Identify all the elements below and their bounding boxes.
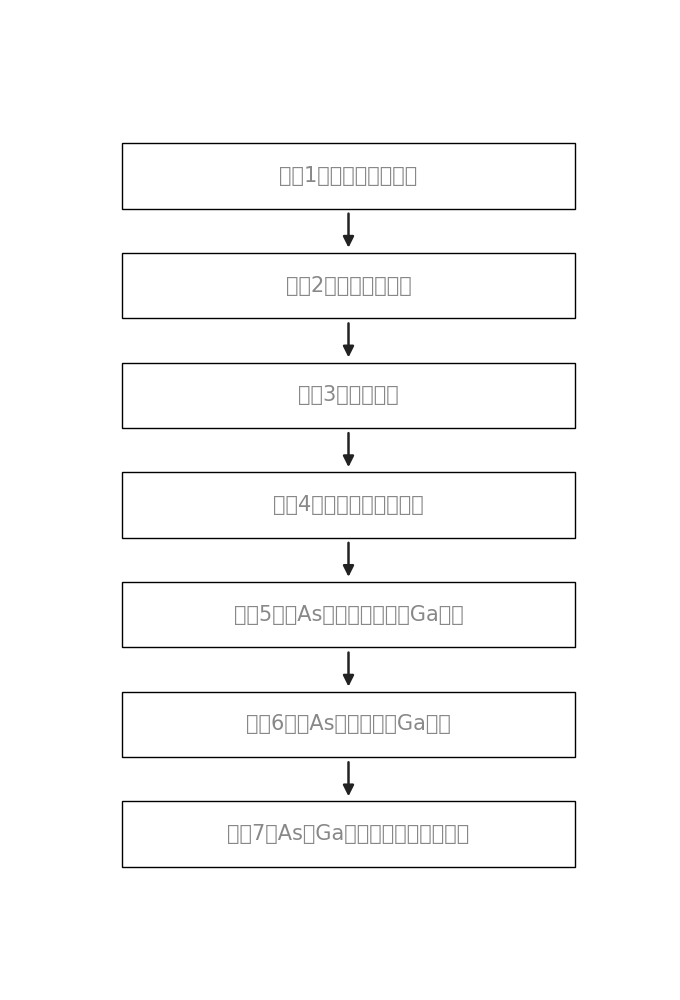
Bar [122,472,575,538]
Bar [122,582,575,647]
Bar [122,801,575,867]
Bar [122,692,575,757]
Bar [122,253,575,318]
Text: 步骤4：自催化生长纳米线: 步骤4：自催化生长纳米线 [273,495,424,515]
Text: 步骤6：低As环境中沉积Ga液滴: 步骤6：低As环境中沉积Ga液滴 [246,714,451,734]
Text: 步骤7：As与Ga液滴晶化形成量子结构: 步骤7：As与Ga液滴晶化形成量子结构 [227,824,470,844]
Bar [122,363,575,428]
Text: 步骤1：取一半导体衬底: 步骤1：取一半导体衬底 [279,166,418,186]
Text: 步骤5：高As消耗纳米线顶端Ga液滴: 步骤5：高As消耗纳米线顶端Ga液滴 [234,605,463,625]
Text: 步骤3：清洗衬底: 步骤3：清洗衬底 [298,385,399,405]
Bar [122,143,575,209]
Text: 步骤2：生长二氧化硅: 步骤2：生长二氧化硅 [286,276,411,296]
